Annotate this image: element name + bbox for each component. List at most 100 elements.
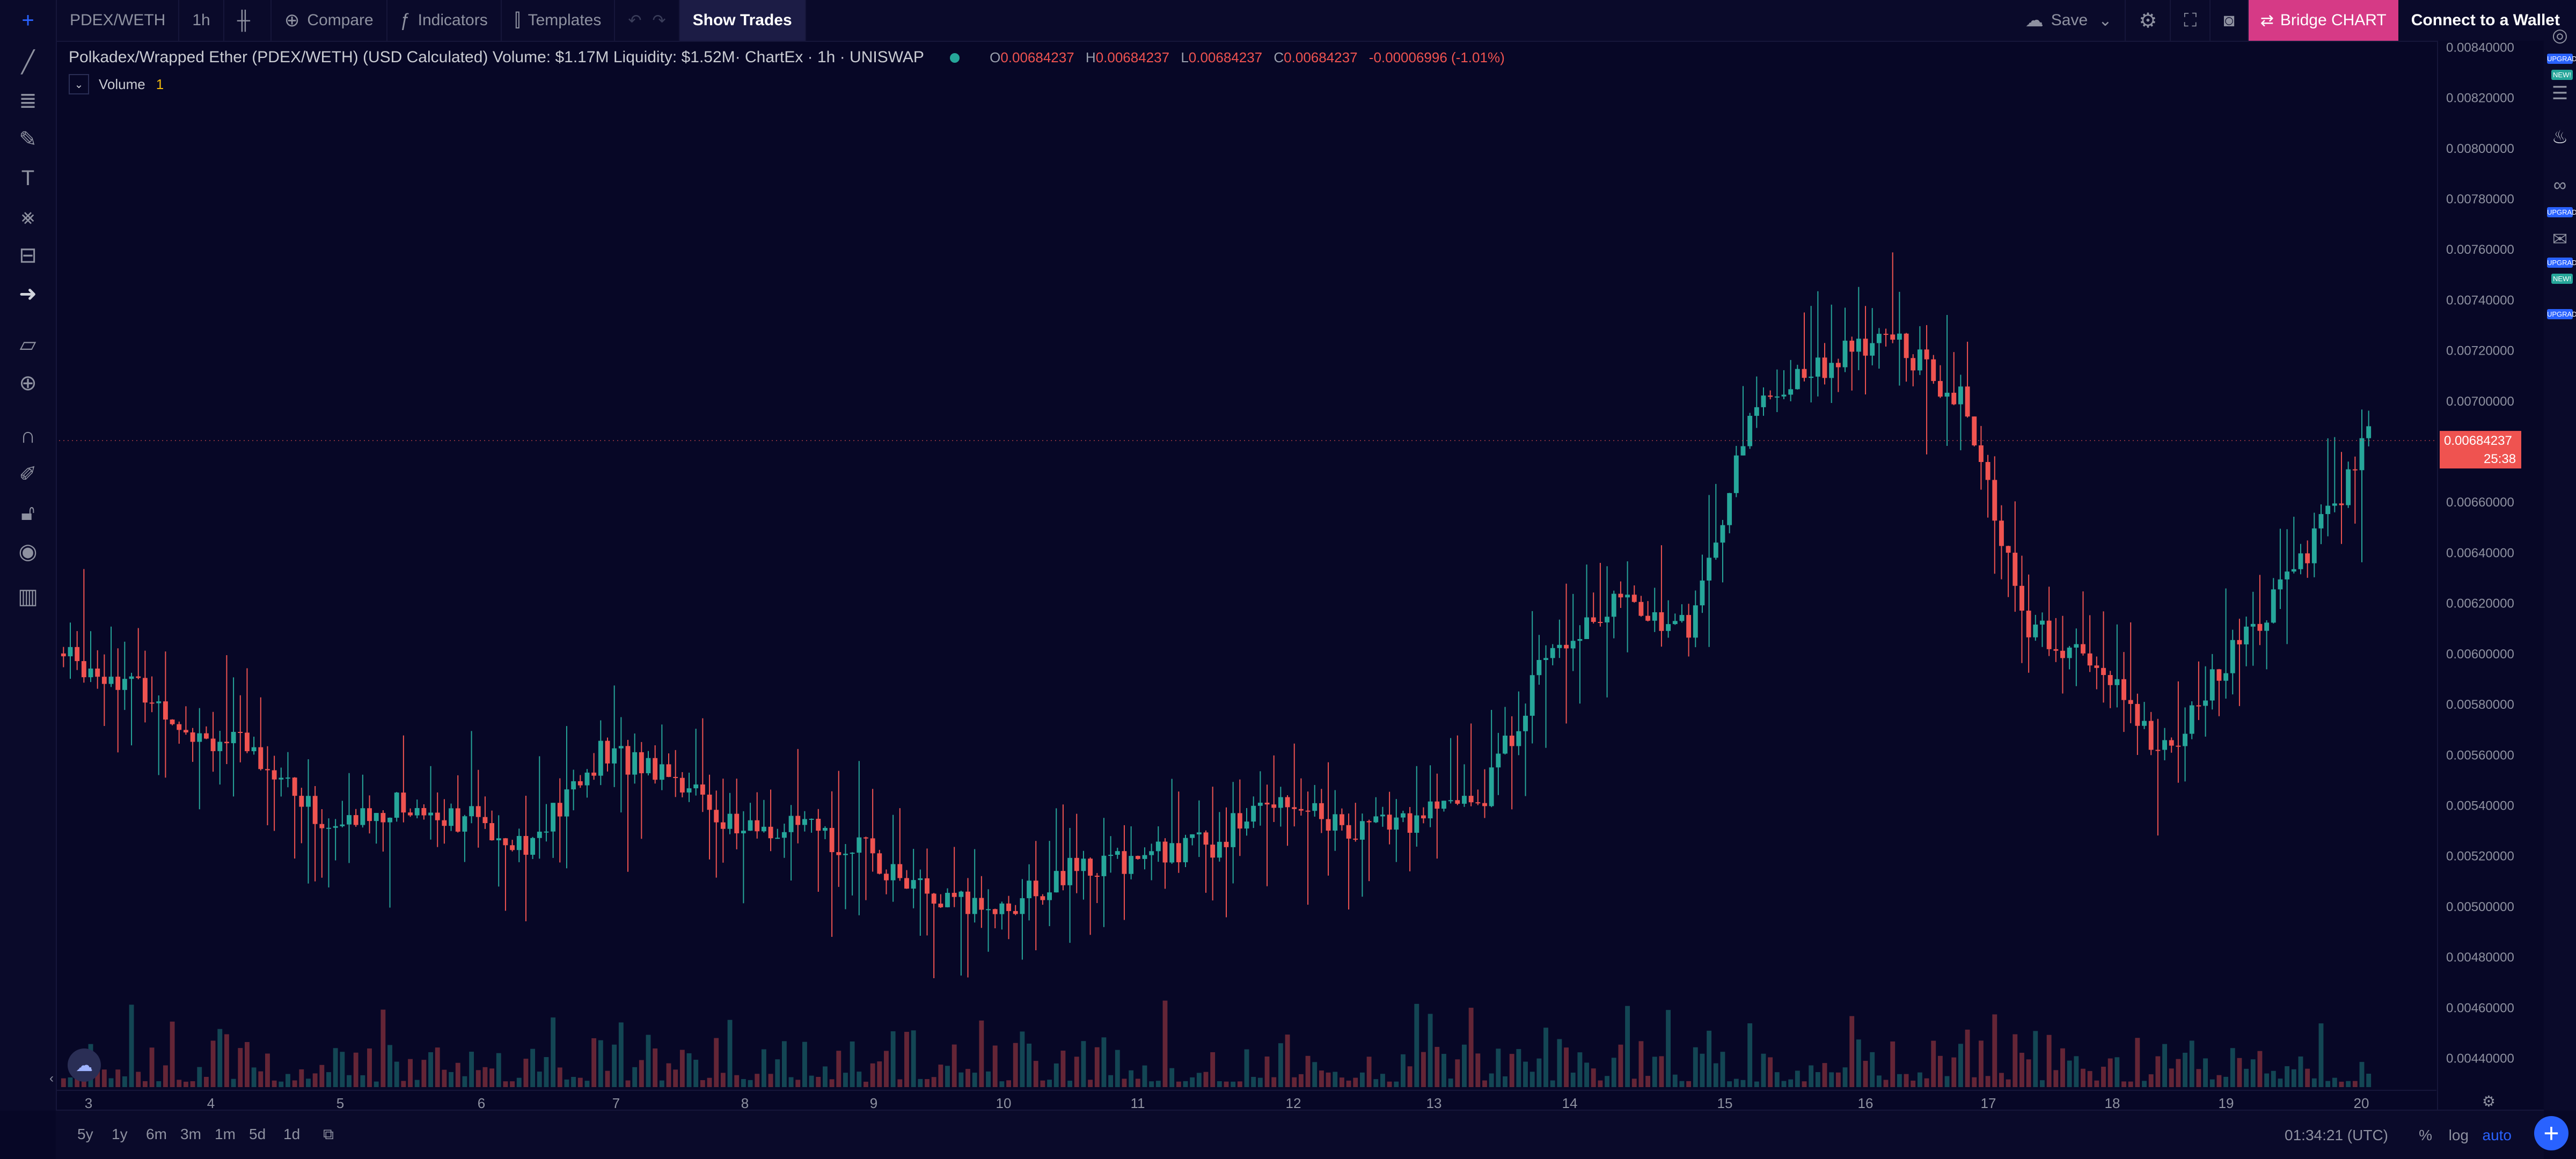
- collapse-chevron-icon[interactable]: ⌄: [69, 74, 89, 94]
- axis-settings-icon[interactable]: ⚙: [2482, 1093, 2496, 1110]
- chevron-down-icon[interactable]: ⌄: [2098, 11, 2112, 30]
- trend-line-icon[interactable]: ╱: [21, 50, 35, 74]
- volume-bar: [401, 1081, 406, 1087]
- chart-legend: Polkadex/Wrapped Ether (PDEX/WETH) (USD …: [69, 48, 1505, 67]
- camera-icon[interactable]: ◙: [2211, 0, 2249, 41]
- magnet-icon[interactable]: ∩: [20, 423, 36, 448]
- volume-bar: [306, 1079, 311, 1087]
- candle-body: [1958, 386, 1963, 405]
- fib-icon[interactable]: ≣: [19, 89, 37, 113]
- candle-body: [863, 837, 868, 839]
- candle-body: [1142, 855, 1147, 859]
- save-button[interactable]: ☁ Save ⌄: [2012, 0, 2126, 41]
- prediction-icon[interactable]: ⊟: [19, 244, 37, 267]
- volume-bar: [170, 1021, 175, 1087]
- interval-button[interactable]: 1h: [179, 0, 224, 41]
- volume-bar: [700, 1080, 705, 1087]
- candle-body: [1006, 903, 1011, 911]
- auto-toggle[interactable]: auto: [2482, 1127, 2512, 1143]
- volume-bar: [2081, 1068, 2085, 1087]
- volume-bar: [380, 1009, 386, 1087]
- candle-body: [1435, 801, 1440, 809]
- link-icon[interactable]: ∞: [2553, 175, 2567, 195]
- indicators-button[interactable]: ƒ Indicators: [387, 0, 502, 41]
- volume-bar: [1937, 1055, 1943, 1087]
- date-range-icon[interactable]: ⧉: [323, 1126, 334, 1142]
- volume-bar: [1210, 1052, 1216, 1087]
- volume-bar: [2121, 1081, 2126, 1087]
- redo-icon[interactable]: ↷: [652, 11, 666, 30]
- range-1d[interactable]: 1d: [283, 1126, 301, 1142]
- zoom-in-icon[interactable]: ⊕: [19, 371, 37, 395]
- lock-icon[interactable]: 🔓︎: [21, 501, 35, 525]
- candle-body: [1231, 813, 1236, 847]
- settings-icon[interactable]: ⚙: [2126, 0, 2171, 41]
- crosshair-icon[interactable]: +: [0, 0, 57, 41]
- candle-body: [387, 817, 392, 823]
- percent-toggle[interactable]: %: [2419, 1127, 2432, 1143]
- range-5y[interactable]: 5y: [77, 1126, 93, 1142]
- time-tick-label: 19: [2219, 1095, 2234, 1111]
- volume-bar: [1271, 1077, 1277, 1087]
- candle-body: [286, 777, 290, 779]
- candle-body: [823, 827, 828, 831]
- candle-body: [367, 808, 372, 821]
- volume-bar: [353, 1052, 358, 1087]
- watchlist-eye-icon[interactable]: ◎: [2552, 25, 2568, 46]
- brush-icon[interactable]: ✎: [19, 128, 37, 151]
- trash-icon[interactable]: ▥: [18, 585, 38, 608]
- show-trades-button[interactable]: Show Trades: [679, 0, 806, 41]
- price-axis-bg: [2438, 41, 2544, 1111]
- range-1m[interactable]: 1m: [215, 1126, 236, 1142]
- templates-label: Templates: [528, 11, 602, 29]
- volume-bar: [496, 1053, 501, 1087]
- volume-bar: [1428, 1014, 1433, 1087]
- log-toggle[interactable]: log: [2448, 1127, 2469, 1143]
- volume-bar: [788, 1077, 794, 1087]
- range-6m[interactable]: 6m: [146, 1126, 167, 1142]
- candle-body: [75, 647, 80, 662]
- range-5d[interactable]: 5d: [249, 1126, 266, 1142]
- volume-bar: [258, 1071, 264, 1087]
- list-icon[interactable]: ☰: [2551, 83, 2568, 104]
- symbol-search-button[interactable]: PDEX/WETH: [57, 0, 180, 41]
- candle-body: [1373, 816, 1379, 823]
- candle-body: [88, 668, 93, 678]
- templates-button[interactable]: ⫿ Templates: [502, 0, 616, 41]
- candle-body: [2346, 469, 2351, 505]
- collapse-left-icon[interactable]: ‹: [49, 1071, 54, 1085]
- bridge-chart-button[interactable]: ⇄ Bridge CHART: [2248, 0, 2398, 41]
- undo-icon[interactable]: ↶: [628, 11, 642, 30]
- range-3m[interactable]: 3m: [180, 1126, 201, 1142]
- candle-body: [788, 816, 794, 832]
- volume-bar: [1190, 1077, 1195, 1087]
- range-1y[interactable]: 1y: [112, 1126, 128, 1142]
- volume-bar: [1339, 1077, 1344, 1087]
- candle-body: [2142, 721, 2147, 726]
- compare-button[interactable]: ⊕ Compare: [272, 0, 387, 41]
- pattern-icon[interactable]: ⨳: [21, 204, 35, 229]
- volume-bar: [319, 1065, 325, 1087]
- candle-body: [816, 818, 821, 831]
- price-tick-label: 0.00560000: [2446, 748, 2514, 762]
- text-icon[interactable]: T: [21, 166, 35, 190]
- candle-body: [1883, 334, 1889, 335]
- chart-type-button[interactable]: ╫: [224, 0, 272, 41]
- ruler-icon[interactable]: ▱: [19, 333, 36, 356]
- add-plus-button[interactable]: +: [2534, 1116, 2568, 1150]
- volume-bar: [686, 1053, 692, 1087]
- stay-drawing-icon[interactable]: ✐: [19, 463, 37, 486]
- back-arrow-icon[interactable]: ➜: [19, 282, 37, 306]
- volume-bar: [469, 1052, 474, 1087]
- volume-bar: [1611, 1058, 1616, 1087]
- candle-body: [1040, 896, 1045, 900]
- connect-wallet-button[interactable]: Connect to a Wallet: [2398, 0, 2576, 41]
- fire-icon[interactable]: ♨: [2551, 127, 2568, 148]
- candle-body: [958, 891, 964, 897]
- volume-bar: [340, 1052, 345, 1087]
- eye-icon[interactable]: ◉: [18, 540, 38, 563]
- chat-icon[interactable]: ✉: [2552, 229, 2568, 250]
- candle-body: [326, 827, 331, 829]
- fullscreen-icon[interactable]: ⛶: [2171, 0, 2211, 41]
